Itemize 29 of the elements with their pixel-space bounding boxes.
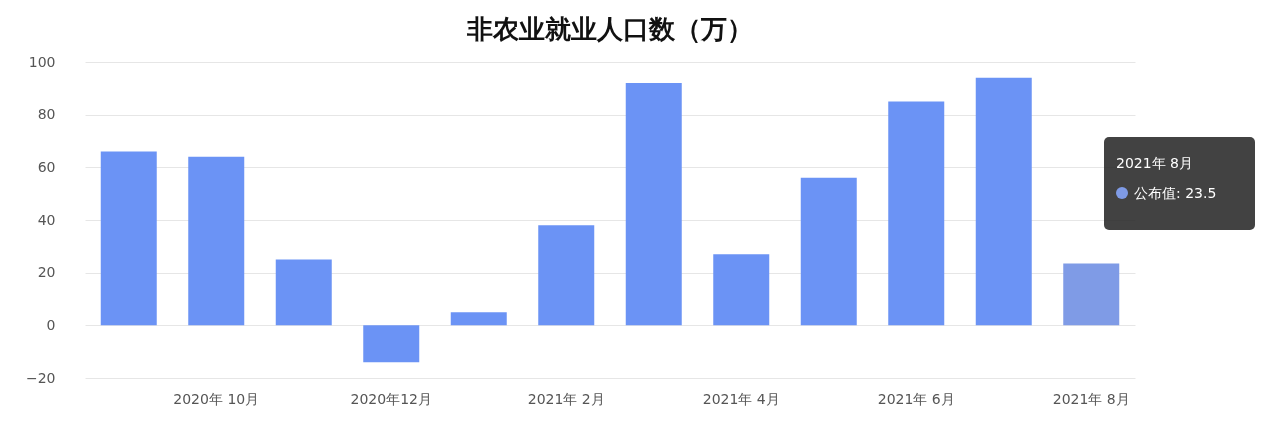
x-tick-label: 2021年 8月 <box>1052 390 1130 407</box>
y-tick-label: −20 <box>25 369 56 386</box>
bar <box>800 177 857 326</box>
x-tick-label: 2021年 6月 <box>877 390 955 407</box>
y-tick-label: 100 <box>28 53 56 70</box>
y-tick-label: 60 <box>37 158 56 175</box>
x-tick-label: 2020年12月 <box>350 390 432 407</box>
y-tick-label: 20 <box>37 264 56 281</box>
bar <box>450 312 507 326</box>
bar <box>713 254 770 326</box>
bar <box>888 101 945 326</box>
y-tick-label: 40 <box>37 211 56 228</box>
x-tick-label: 2021年 4月 <box>702 390 780 407</box>
chart-title: 非农业就业人口数（万） <box>466 14 753 44</box>
bar <box>188 156 245 326</box>
bar <box>625 83 682 326</box>
x-tick-label: 2020年 10月 <box>173 390 260 407</box>
bar <box>100 151 157 326</box>
annotation: 公布值: 23.5 <box>1133 185 1218 203</box>
annotation: 2021年 8月 <box>1116 155 1194 173</box>
bar <box>975 77 1032 326</box>
x-tick-label: 2021年 2月 <box>527 390 605 407</box>
y-tick-label: 0 <box>46 316 56 333</box>
tooltip-box: 2021年 8月 公布值: 23.5 <box>1104 137 1255 230</box>
bar <box>1063 263 1120 326</box>
bar <box>275 259 332 326</box>
bar <box>363 325 420 363</box>
bar <box>538 225 595 326</box>
y-tick-label: 80 <box>37 106 56 123</box>
